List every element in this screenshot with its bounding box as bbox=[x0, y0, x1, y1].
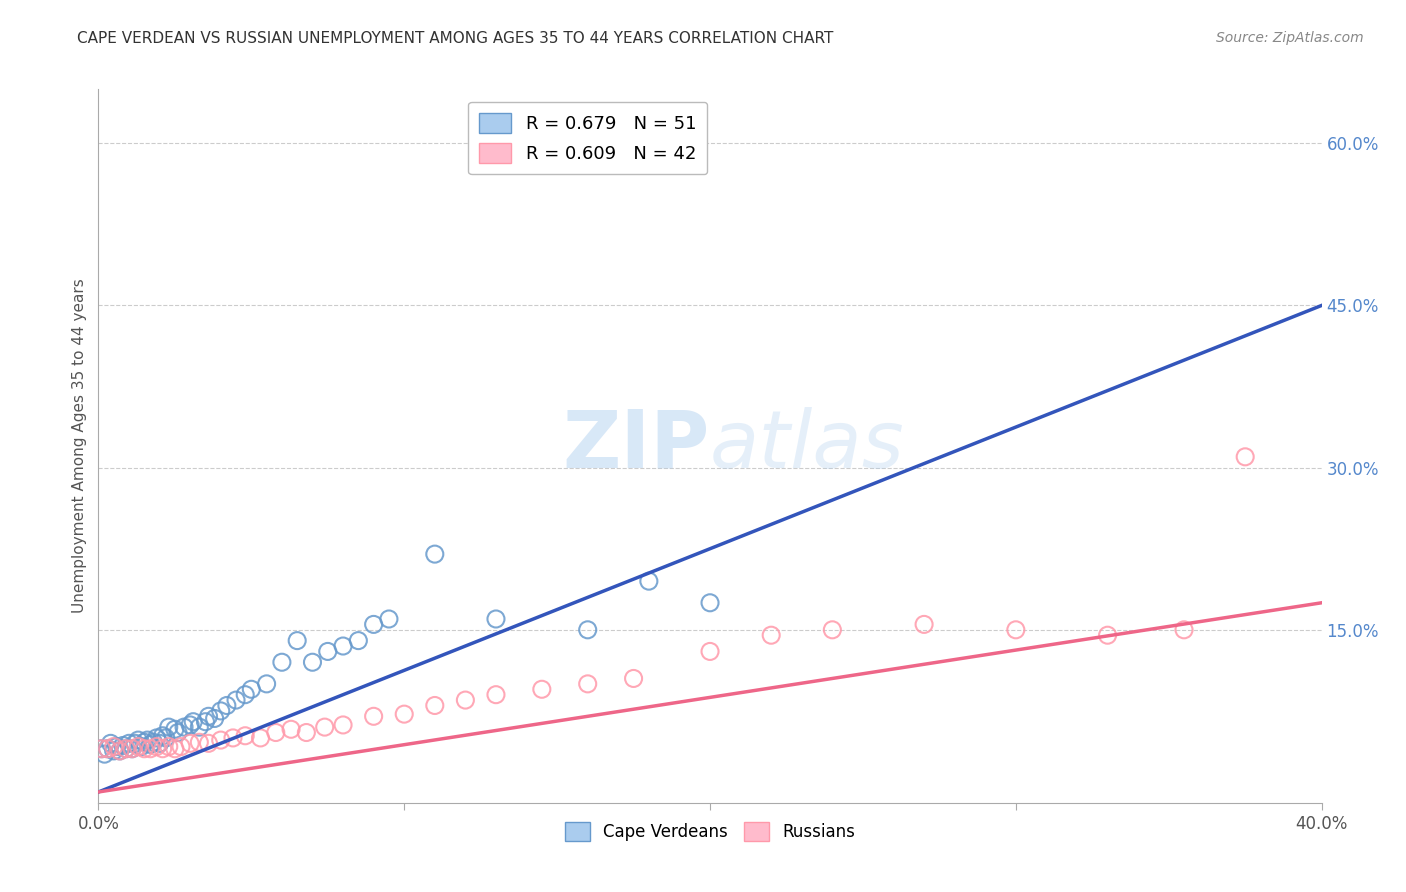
Point bbox=[454, 693, 477, 707]
Point bbox=[485, 612, 508, 626]
Point bbox=[249, 731, 271, 745]
Point bbox=[197, 736, 219, 750]
Point bbox=[285, 633, 308, 648]
Point bbox=[280, 723, 302, 737]
Point bbox=[157, 720, 180, 734]
Point bbox=[105, 739, 128, 754]
Point bbox=[97, 741, 120, 756]
Point bbox=[93, 747, 115, 761]
Point bbox=[233, 729, 256, 743]
Point bbox=[181, 714, 204, 729]
Point bbox=[347, 633, 370, 648]
Point bbox=[152, 741, 174, 756]
Point bbox=[97, 741, 120, 756]
Point bbox=[1097, 628, 1119, 642]
Point bbox=[485, 688, 508, 702]
Point bbox=[127, 739, 149, 754]
Point bbox=[332, 639, 354, 653]
Point bbox=[1173, 623, 1195, 637]
Point bbox=[188, 735, 211, 749]
Point bbox=[637, 574, 661, 589]
Point bbox=[108, 744, 131, 758]
Point bbox=[378, 612, 401, 626]
Point bbox=[170, 739, 193, 754]
Point bbox=[145, 731, 167, 745]
Point bbox=[209, 733, 232, 747]
Legend: Cape Verdeans, Russians: Cape Verdeans, Russians bbox=[558, 815, 862, 848]
Point bbox=[139, 741, 162, 756]
Point bbox=[314, 720, 336, 734]
Point bbox=[149, 736, 172, 750]
Point bbox=[121, 741, 143, 756]
Point bbox=[264, 725, 287, 739]
Point bbox=[100, 736, 122, 750]
Text: CAPE VERDEAN VS RUSSIAN UNEMPLOYMENT AMONG AGES 35 TO 44 YEARS CORRELATION CHART: CAPE VERDEAN VS RUSSIAN UNEMPLOYMENT AMO… bbox=[77, 31, 834, 46]
Point bbox=[576, 623, 599, 637]
Point bbox=[209, 704, 232, 718]
Point bbox=[270, 655, 292, 669]
Text: atlas: atlas bbox=[710, 407, 905, 485]
Point bbox=[163, 741, 186, 756]
Point bbox=[173, 720, 195, 734]
Text: ZIP: ZIP bbox=[562, 407, 710, 485]
Point bbox=[215, 698, 238, 713]
Point bbox=[295, 725, 318, 739]
Point bbox=[108, 744, 131, 758]
Point bbox=[225, 693, 247, 707]
Point bbox=[423, 547, 446, 561]
Point bbox=[759, 628, 782, 642]
Point bbox=[90, 741, 112, 756]
Point bbox=[332, 718, 354, 732]
Point bbox=[1234, 450, 1257, 464]
Point bbox=[821, 623, 844, 637]
Point bbox=[152, 729, 174, 743]
Point bbox=[129, 739, 152, 754]
Y-axis label: Unemployment Among Ages 35 to 44 years: Unemployment Among Ages 35 to 44 years bbox=[72, 278, 87, 614]
Point bbox=[179, 718, 201, 732]
Point bbox=[240, 682, 263, 697]
Point bbox=[145, 739, 167, 754]
Point bbox=[179, 736, 201, 750]
Point bbox=[157, 739, 180, 754]
Point bbox=[155, 731, 177, 745]
Text: Source: ZipAtlas.com: Source: ZipAtlas.com bbox=[1216, 31, 1364, 45]
Point bbox=[699, 596, 721, 610]
Point bbox=[188, 720, 211, 734]
Point bbox=[115, 741, 138, 756]
Point bbox=[699, 644, 721, 658]
Point bbox=[142, 735, 165, 749]
Point bbox=[90, 741, 112, 756]
Point bbox=[163, 723, 186, 737]
Point bbox=[392, 707, 416, 722]
Point bbox=[623, 672, 645, 686]
Point bbox=[256, 677, 278, 691]
Point bbox=[222, 731, 245, 745]
Point bbox=[576, 677, 599, 691]
Point bbox=[301, 655, 323, 669]
Point bbox=[423, 698, 446, 713]
Point bbox=[912, 617, 935, 632]
Point bbox=[363, 617, 385, 632]
Point bbox=[127, 733, 149, 747]
Point bbox=[118, 736, 141, 750]
Point bbox=[197, 709, 219, 723]
Point bbox=[1004, 623, 1026, 637]
Point bbox=[124, 736, 146, 750]
Point bbox=[121, 741, 143, 756]
Point bbox=[103, 739, 125, 754]
Point bbox=[233, 688, 256, 702]
Point bbox=[134, 741, 156, 756]
Point bbox=[136, 733, 159, 747]
Point bbox=[111, 739, 134, 753]
Point bbox=[134, 735, 156, 749]
Point bbox=[316, 644, 339, 658]
Point bbox=[115, 741, 138, 756]
Point bbox=[139, 738, 162, 752]
Point bbox=[530, 682, 553, 697]
Point bbox=[194, 714, 217, 729]
Point bbox=[103, 744, 125, 758]
Point bbox=[363, 709, 385, 723]
Point bbox=[167, 725, 190, 739]
Point bbox=[204, 711, 226, 725]
